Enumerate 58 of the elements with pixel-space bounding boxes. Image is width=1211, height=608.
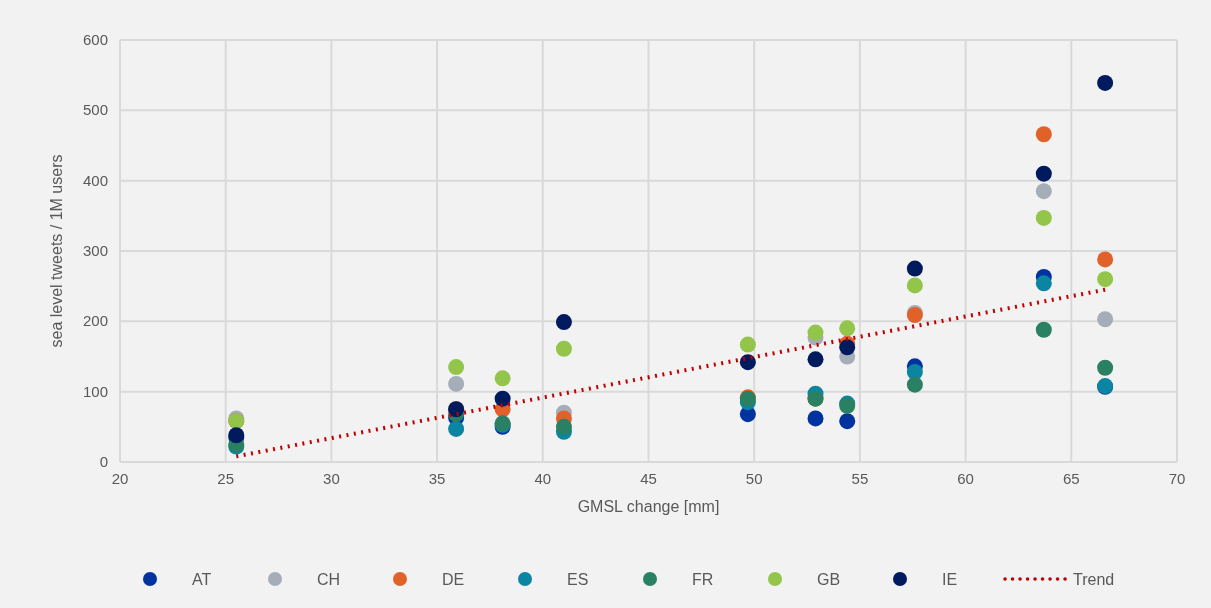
point <box>906 376 923 393</box>
y-tick-label: 600 <box>82 31 108 48</box>
point <box>448 420 465 437</box>
legend-label: GB <box>817 571 841 588</box>
point <box>906 277 923 294</box>
legend-label: CH <box>317 571 341 588</box>
x-tick-label: 30 <box>323 470 340 487</box>
legend-label: IE <box>942 571 958 588</box>
point <box>555 314 572 331</box>
point <box>1035 126 1052 143</box>
x-tick-label: 60 <box>957 470 974 487</box>
point <box>555 340 572 357</box>
point <box>1097 251 1114 268</box>
legend-label: Trend <box>1073 571 1115 588</box>
point <box>739 336 756 353</box>
point <box>807 351 824 368</box>
point <box>555 418 572 435</box>
x-tick-label: 40 <box>534 470 552 487</box>
point <box>839 320 856 337</box>
x-tick-label: 35 <box>428 470 446 487</box>
point <box>1035 183 1052 200</box>
x-tick-label: 50 <box>745 470 763 487</box>
x-tick-label: 20 <box>111 470 129 487</box>
y-axis-title: sea level tweets / 1M users <box>48 154 65 348</box>
point <box>448 359 465 376</box>
legend-label: DE <box>442 571 465 588</box>
point <box>807 410 824 427</box>
x-tick-label: 45 <box>640 470 657 487</box>
legend-label: AT <box>192 571 212 588</box>
point <box>839 413 856 430</box>
point <box>448 375 465 392</box>
x-tick-label: 55 <box>851 470 869 487</box>
point <box>839 339 856 356</box>
y-tick-label: 400 <box>82 171 108 189</box>
point <box>807 324 824 341</box>
y-tick-label: 100 <box>82 382 108 400</box>
point <box>1097 271 1114 288</box>
point <box>1035 275 1052 292</box>
x-axis-title: GMSL change [mm] <box>577 498 720 515</box>
legend-label: FR <box>692 571 714 588</box>
point <box>1097 74 1114 91</box>
x-tick-label: 65 <box>1062 470 1080 487</box>
point <box>1035 209 1052 226</box>
point <box>1035 165 1052 182</box>
x-tick-label: 70 <box>1168 470 1186 487</box>
point <box>494 370 511 387</box>
point <box>1035 321 1052 338</box>
point <box>906 260 923 277</box>
y-tick-label: 500 <box>82 101 108 119</box>
point <box>494 390 511 407</box>
y-tick-label: 0 <box>99 453 108 470</box>
legend-label: ES <box>567 571 589 588</box>
point <box>1097 311 1114 328</box>
y-tick-label: 200 <box>82 312 108 330</box>
point <box>739 354 756 371</box>
y-tick-label: 300 <box>82 242 108 259</box>
point <box>1097 359 1114 376</box>
x-tick-label: 25 <box>217 470 235 487</box>
